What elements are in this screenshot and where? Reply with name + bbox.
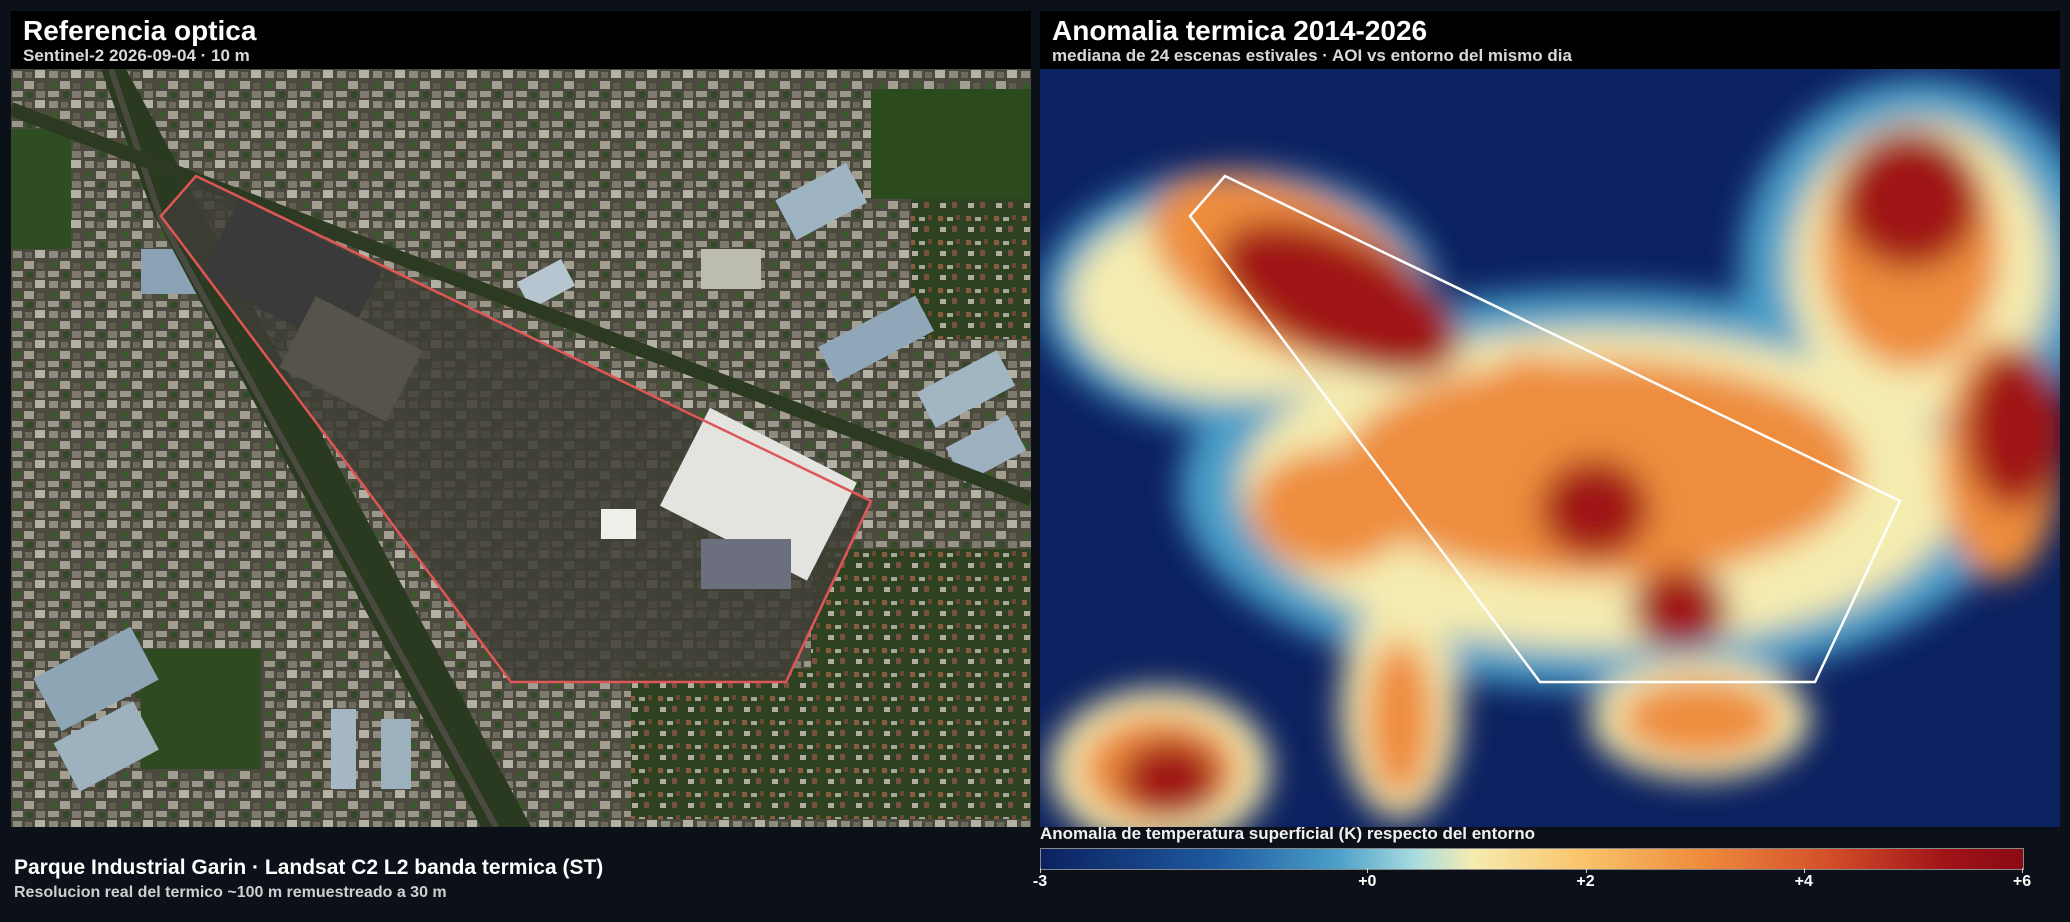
footer-note: Resolucion real del termico ~100 m remue… <box>14 884 447 901</box>
thermal-subtitle: mediana de 24 escenas estivales · AOI vs… <box>1052 46 1572 65</box>
thermal-title: Anomalia termica 2014-2026 <box>1052 15 1428 46</box>
colorbar-tick-mark <box>1585 868 1587 873</box>
colorbar-label: Anomalia de temperatura superficial (K) … <box>1040 824 1536 843</box>
footer-title: Parque Industrial Garin · Landsat C2 L2 … <box>14 856 604 879</box>
colorbar-tick-mark <box>2022 868 2023 873</box>
optical-image <box>11 69 1031 827</box>
colorbar-tick-mark <box>1367 868 1369 873</box>
optical-panel: Referencia optica Sentinel-2 2026-09-04 … <box>11 11 1031 827</box>
thermal-map <box>1040 69 2060 827</box>
colorbar-tick-mark <box>1803 868 1805 873</box>
optical-title: Referencia optica <box>23 15 257 46</box>
colorbar <box>1040 848 2024 870</box>
colorbar-tick-label: +2 <box>1576 873 1595 890</box>
colorbar-tick-label: +6 <box>2012 873 2032 890</box>
colorbar-tick-label: +4 <box>1794 873 1813 890</box>
optical-subtitle: Sentinel-2 2026-09-04 · 10 m <box>23 46 250 65</box>
optical-header: Referencia optica Sentinel-2 2026-09-04 … <box>11 11 1031 69</box>
colorbar-tick-label: +0 <box>1358 873 1377 890</box>
aoi-outline-thermal <box>1188 174 1902 684</box>
aoi-outline-optical <box>159 174 873 684</box>
thermal-header: Anomalia termica 2014-2026 mediana de 24… <box>1040 11 2060 69</box>
colorbar-tick-label: -3 <box>1032 873 1048 890</box>
thermal-panel: Anomalia termica 2014-2026 mediana de 24… <box>1040 11 2060 827</box>
colorbar-tick-mark <box>1040 868 1041 873</box>
